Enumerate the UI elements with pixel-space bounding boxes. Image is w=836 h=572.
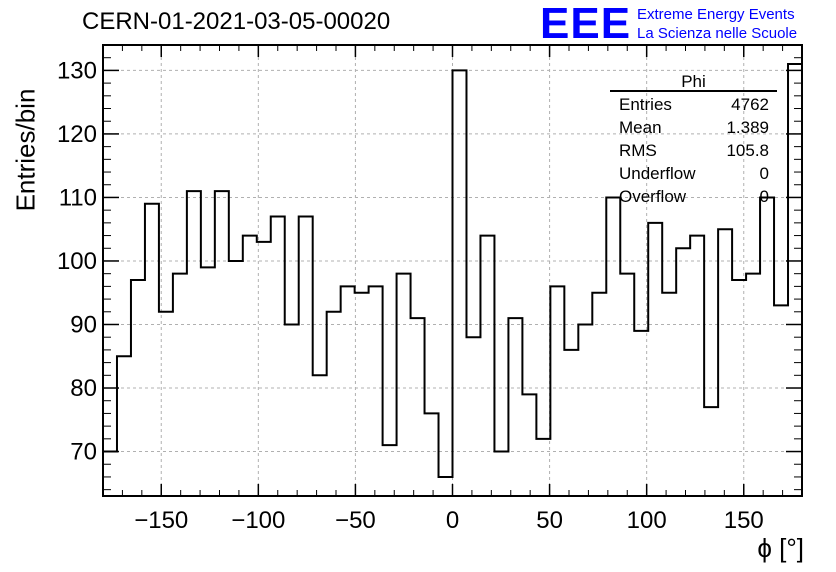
y-tick-label: 70	[70, 439, 97, 466]
x-tick-label: 50	[536, 507, 563, 534]
stats-row-value: 0	[760, 164, 769, 183]
axis-ticks: −150 −100 −50 0 50 100 150 70 80 90 100 110 120 130	[57, 44, 802, 534]
stats-row-label: RMS	[619, 141, 657, 160]
stats-row-label: Mean	[619, 118, 662, 137]
x-tick-label: −150	[134, 507, 188, 534]
chart-title: CERN-01-2021-03-05-00020	[82, 8, 391, 35]
x-tick-label: 150	[724, 507, 764, 534]
y-tick-label: 130	[57, 57, 97, 84]
stats-row-label: Entries	[619, 95, 672, 114]
x-tick-label: 0	[446, 507, 459, 534]
y-tick-label: 110	[59, 184, 97, 211]
logo-line-1: Extreme Energy Events	[637, 6, 795, 23]
y-tick-label: 90	[70, 311, 97, 338]
x-tick-label: −100	[231, 507, 285, 534]
stats-box-title: Phi	[681, 72, 706, 91]
y-tick-label: 120	[57, 121, 97, 148]
stats-row-value: 0	[760, 187, 769, 206]
logo-line-2: La Scienza nelle Scuole	[637, 25, 798, 42]
stats-row-value: 1.389	[726, 118, 769, 137]
eee-logo: EEE	[540, 0, 632, 48]
stats-row-value: 105.8	[726, 141, 769, 160]
x-tick-label: 100	[627, 507, 667, 534]
x-tick-label: −50	[335, 507, 376, 534]
y-tick-label: 100	[57, 248, 97, 275]
stats-row-label: Overflow	[619, 187, 687, 206]
stats-box: Phi Entries 4762 Mean 1.389 RMS 105.8 Underflow…	[610, 72, 777, 206]
x-axis-label: ϕ [°]	[757, 533, 804, 563]
y-tick-label: 80	[70, 375, 97, 402]
stats-row-value: 4762	[731, 95, 769, 114]
stats-row-label: Underflow	[619, 164, 696, 183]
histogram-line	[103, 63, 802, 478]
